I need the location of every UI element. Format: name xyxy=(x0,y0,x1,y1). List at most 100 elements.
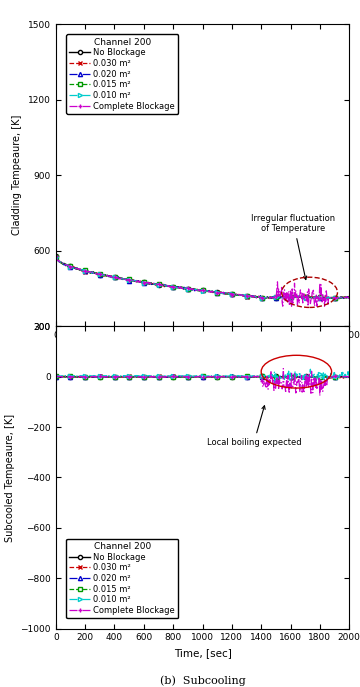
0.010 m² xyxy=(195,372,199,380)
0.020 m² xyxy=(54,253,58,261)
Text: Irregular fluctuation
of Temperature: Irregular fluctuation of Temperature xyxy=(251,214,336,280)
Title: (b)  Subcooling: (b) Subcooling xyxy=(159,675,246,686)
0.015 m² xyxy=(347,293,351,301)
Line: Complete Blockage: Complete Blockage xyxy=(54,366,351,398)
Legend: No Blockage, 0.030 m², 0.020 m², 0.015 m², 0.010 m², Complete Blockage: No Blockage, 0.030 m², 0.020 m², 0.015 m… xyxy=(66,539,179,618)
0.030 m² xyxy=(193,286,197,294)
Text: Local boiling expected: Local boiling expected xyxy=(207,406,301,447)
Complete Blockage xyxy=(347,372,351,381)
Complete Blockage xyxy=(281,365,285,373)
Title: (a)  Channel temperature: (a) Channel temperature xyxy=(131,379,274,390)
No Blockage xyxy=(195,372,200,381)
No Blockage xyxy=(347,293,351,302)
0.015 m² xyxy=(260,295,264,303)
Line: 0.030 m²: 0.030 m² xyxy=(54,374,351,381)
0.030 m² xyxy=(341,374,345,383)
0.010 m² xyxy=(54,253,58,261)
0.015 m² xyxy=(195,285,199,293)
0.010 m² xyxy=(212,372,217,380)
Line: 0.015 m²: 0.015 m² xyxy=(54,374,351,379)
0.015 m² xyxy=(193,285,197,293)
Complete Blockage xyxy=(54,252,58,260)
0.030 m² xyxy=(212,289,217,297)
0.010 m² xyxy=(347,293,351,302)
0.030 m² xyxy=(228,291,233,299)
0.020 m² xyxy=(277,373,282,381)
0.010 m² xyxy=(347,372,351,381)
Complete Blockage xyxy=(295,289,299,297)
0.020 m² xyxy=(347,293,351,302)
0.010 m² xyxy=(228,290,233,298)
Complete Blockage xyxy=(228,373,233,381)
0.015 m² xyxy=(295,372,299,381)
0.010 m² xyxy=(54,372,58,380)
No Blockage xyxy=(54,372,58,381)
Line: 0.020 m²: 0.020 m² xyxy=(54,255,351,301)
Line: 0.010 m²: 0.010 m² xyxy=(54,255,351,300)
Line: No Blockage: No Blockage xyxy=(54,254,351,301)
0.030 m² xyxy=(228,372,233,381)
0.020 m² xyxy=(212,288,217,296)
No Blockage xyxy=(54,252,58,260)
0.030 m² xyxy=(193,372,197,381)
X-axis label: Time, [sec]: Time, [sec] xyxy=(174,346,231,356)
Legend: No Blockage, 0.030 m², 0.020 m², 0.015 m², 0.010 m², Complete Blockage: No Blockage, 0.030 m², 0.020 m², 0.015 m… xyxy=(66,34,179,114)
No Blockage xyxy=(213,373,217,381)
0.020 m² xyxy=(347,373,351,381)
X-axis label: Time, [sec]: Time, [sec] xyxy=(174,648,231,658)
Complete Blockage xyxy=(193,286,197,294)
0.030 m² xyxy=(264,372,268,380)
0.030 m² xyxy=(347,374,351,382)
0.010 m² xyxy=(294,370,298,378)
Complete Blockage xyxy=(295,378,299,386)
Complete Blockage xyxy=(228,290,233,298)
Complete Blockage xyxy=(195,286,199,294)
Complete Blockage xyxy=(212,287,217,295)
0.020 m² xyxy=(341,373,346,381)
0.030 m² xyxy=(212,372,217,381)
0.030 m² xyxy=(341,374,346,382)
0.030 m² xyxy=(294,293,298,302)
No Blockage xyxy=(229,372,233,381)
0.020 m² xyxy=(295,373,300,381)
Complete Blockage xyxy=(341,372,346,381)
0.015 m² xyxy=(212,289,217,297)
No Blockage xyxy=(295,372,300,381)
0.010 m² xyxy=(193,372,197,380)
0.015 m² xyxy=(347,372,351,381)
0.015 m² xyxy=(194,372,198,381)
Complete Blockage xyxy=(347,293,351,302)
0.010 m² xyxy=(308,365,312,373)
0.015 m² xyxy=(341,294,345,302)
0.030 m² xyxy=(54,253,58,261)
0.015 m² xyxy=(341,372,345,381)
0.030 m² xyxy=(341,294,345,302)
0.020 m² xyxy=(195,372,200,381)
No Blockage xyxy=(193,286,197,294)
Complete Blockage xyxy=(193,373,197,381)
Line: 0.010 m²: 0.010 m² xyxy=(54,367,351,384)
0.030 m² xyxy=(195,372,199,381)
0.010 m² xyxy=(341,372,346,381)
No Blockage xyxy=(274,372,278,381)
Line: 0.015 m²: 0.015 m² xyxy=(54,255,351,301)
0.020 m² xyxy=(229,373,233,381)
Complete Blockage xyxy=(318,392,322,400)
0.015 m² xyxy=(54,372,58,381)
0.010 m² xyxy=(228,372,233,380)
0.020 m² xyxy=(98,372,102,380)
0.030 m² xyxy=(195,285,199,293)
0.015 m² xyxy=(117,373,121,381)
0.010 m² xyxy=(304,377,309,385)
0.015 m² xyxy=(54,253,58,261)
0.010 m² xyxy=(193,286,197,294)
0.015 m² xyxy=(295,293,299,302)
0.010 m² xyxy=(195,286,199,294)
0.030 m² xyxy=(347,293,351,302)
0.015 m² xyxy=(213,373,217,381)
0.015 m² xyxy=(195,372,200,381)
0.010 m² xyxy=(212,288,217,296)
Complete Blockage xyxy=(212,373,217,381)
0.020 m² xyxy=(193,286,197,294)
Line: Complete Blockage: Complete Blockage xyxy=(54,254,351,308)
